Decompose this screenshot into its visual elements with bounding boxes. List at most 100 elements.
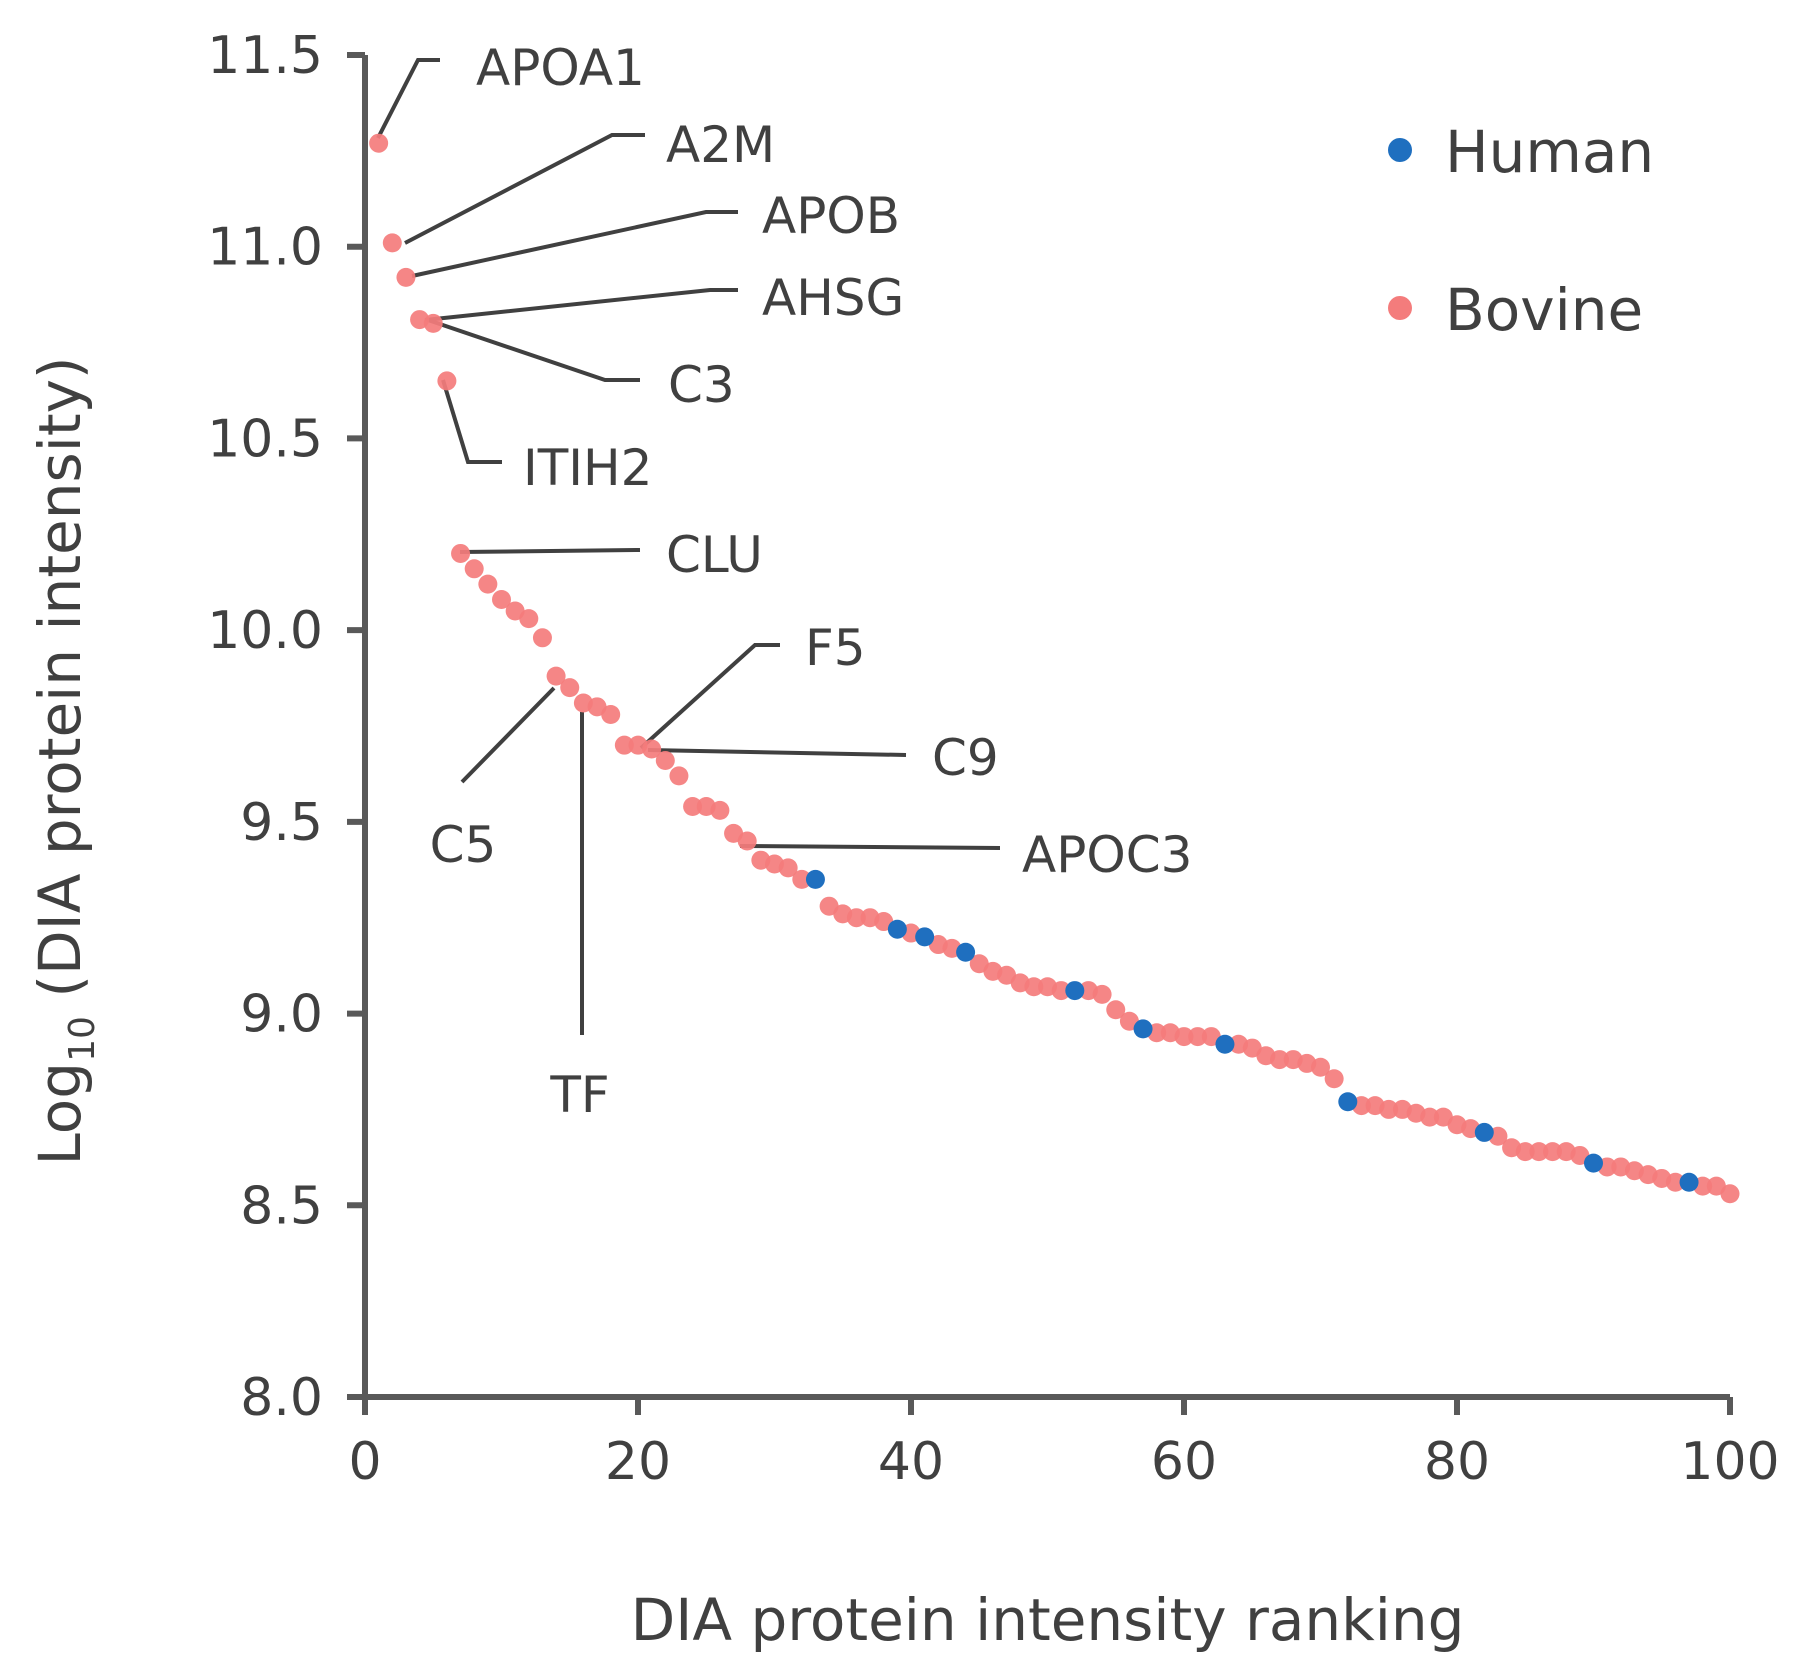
bovine-data-point [1270,1050,1290,1070]
bovine-data-point [601,704,621,724]
annotation-label: C5 [430,816,497,874]
x-tick-label: 40 [878,1432,944,1492]
legend-bovine-label: Bovine [1445,276,1643,344]
x-tick-label: 20 [605,1432,671,1492]
annotation-label: APOC3 [1022,826,1192,884]
y-tick-label: 9.5 [240,793,323,853]
bovine-data-point [1311,1057,1330,1077]
annotation-leader-line [424,288,738,322]
bovine-data-point [396,267,416,287]
bovine-data-point [1529,1142,1549,1162]
bovine-data-point [492,589,511,609]
y-tick-label: 10.0 [207,601,323,661]
human-data-point [1584,1153,1603,1173]
annotation-leader-line [459,548,641,554]
bovine-data-point [1024,977,1044,997]
human-data-point [1215,1034,1235,1054]
axes-layer [362,55,1730,1400]
bovine-data-point [1092,984,1112,1004]
y-tick-label: 10.5 [207,409,323,469]
annotation-label: ITIH2 [523,439,652,497]
bovine-data-point [478,574,498,594]
annotation-leader-line [739,844,1001,850]
annotation-leader-line [639,643,780,750]
bovine-data-point [1106,1000,1126,1020]
annotation-label: APOB [762,187,900,245]
annotation-label: C3 [668,356,735,414]
bovine-data-point [655,751,675,771]
y-tick-label: 11.5 [207,26,323,86]
human-data-point [1133,1019,1153,1039]
x-axis-title: DIA protein intensity ranking [631,1586,1465,1654]
bovine-data-point [519,609,539,629]
x-tick-label: 80 [1424,1432,1490,1492]
y-axis-title-rest: (DIA protein intensity) [26,356,94,1016]
bovine-data-point [560,678,580,698]
annotation-leader-line [404,133,645,245]
human-data-point [956,942,976,962]
bovine-data-point [1420,1107,1440,1127]
legend-bovine-marker [1388,296,1412,320]
bovine-data-point [1665,1172,1685,1192]
bovine-data-point [683,797,703,817]
bovine-data-point [1188,1027,1208,1047]
bovine-data-point [642,739,662,759]
human-data-point [1679,1172,1699,1192]
bovine-data-point [1543,1142,1563,1162]
points-layer [369,133,1740,1204]
annotation-label: C9 [932,729,999,787]
annotation-leader-line [376,58,440,139]
human-data-point [915,927,935,947]
human-data-point [887,919,907,939]
y-tick-label: 9.0 [240,985,323,1045]
legend-human-label: Human [1445,118,1654,186]
annotation-leader-line [427,318,640,382]
bovine-data-point [1324,1069,1344,1089]
y-tick-label: 8.0 [240,1368,323,1428]
bovine-data-point [710,800,730,820]
human-data-point [1474,1122,1494,1142]
bovine-data-point [1720,1184,1740,1204]
y-tick-label: 11.0 [207,218,323,278]
annotation-leader-line [411,210,738,278]
legend-human-marker [1388,138,1412,162]
annotation-label: AHSG [762,269,904,327]
bovine-data-point [437,371,457,391]
bovine-data-point [1051,981,1071,1001]
x-tick-label: 100 [1680,1432,1779,1492]
annotation-label: A2M [666,116,775,174]
y-axis-title: Log10 (DIA protein intensity) [26,356,103,1165]
bovine-data-point [846,908,866,928]
bovine-data-point [532,628,552,648]
human-data-point [805,869,825,889]
bovine-data-point [792,869,812,889]
bovine-data-point [369,133,389,153]
x-tick-label: 60 [1151,1432,1217,1492]
bovine-data-point [614,735,634,755]
bovine-data-point [464,559,484,579]
bovine-data-point [546,666,566,686]
bovine-data-point [1174,1027,1194,1047]
ticks-layer: 8.0 8.5 9.0 9.5 10.0 10.5 11.0 11.5 0 20 40 60 80 100 [207,26,1779,1492]
annotation-label: TF [549,1066,609,1124]
bovine-data-point [382,233,402,253]
legend: Human Bovine [1388,118,1654,344]
bovine-data-point [1379,1099,1399,1119]
annotation-label: F5 [805,619,866,677]
y-axis-title-subscript: 10 [62,1016,103,1062]
bovine-data-point [669,766,689,786]
human-data-point [1338,1092,1358,1112]
bovine-data-point [778,858,798,878]
annotation-leader-line [441,379,502,464]
annotation-leader-line [460,686,556,784]
bovine-data-point [1515,1142,1535,1162]
annotation-label: CLU [666,526,763,584]
annotation-leader-line [647,748,907,757]
bovine-data-point [737,831,757,851]
human-data-point [1065,981,1085,1001]
x-tick-label: 0 [348,1432,381,1492]
bovine-data-point [423,313,443,333]
y-tick-label: 8.5 [240,1176,323,1236]
